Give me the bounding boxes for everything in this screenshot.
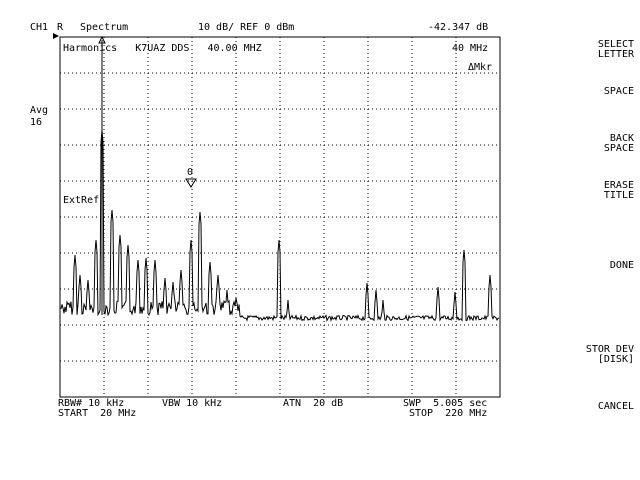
avg-count: 16	[30, 117, 43, 128]
softkey-stor-dev[interactable]: STOR DEV [DISK]	[534, 345, 634, 365]
softkey-select-letter[interactable]: SELECT LETTER	[534, 40, 634, 60]
rbw-label: RBW# 10 kHz	[58, 398, 125, 409]
marker-mode: ΔMkr	[468, 62, 493, 73]
swp-label: SWP 5.005 sec	[403, 398, 488, 409]
scale-ref-label: 10 dB/ REF 0 dBm	[198, 22, 295, 33]
channel-label: CH1	[30, 22, 49, 33]
mode-label: Spectrum	[80, 22, 129, 33]
softkey-label-1: CANCEL	[597, 401, 634, 412]
softkey-label-2: LETTER	[597, 49, 634, 60]
softkey-label-2: TITLE	[603, 190, 634, 201]
start-label: START 20 MHz	[58, 408, 137, 419]
atn-label: ATN 20 dB	[283, 398, 344, 409]
input-label: R	[57, 22, 64, 33]
softkey-label-2: SPACE	[603, 143, 634, 154]
softkey-space[interactable]: SPACE	[534, 87, 634, 97]
softkey-label-2: [DISK]	[597, 354, 634, 365]
softkey-back-space[interactable]: BACK SPACE	[534, 134, 634, 154]
softkey-label-1: DONE	[609, 260, 634, 271]
stop-label: STOP 220 MHz	[409, 408, 488, 419]
softkey-label-1: SPACE	[603, 86, 634, 97]
softkey-cancel[interactable]: CANCEL	[534, 402, 634, 412]
delta-marker-icon	[185, 178, 197, 188]
vbw-label: VBW 10 kHz	[162, 398, 223, 409]
delta-marker-label: 0	[187, 167, 194, 178]
marker-readout: -42.347 dB	[428, 22, 489, 33]
plot-frame	[59, 36, 501, 398]
plot-title: Harmonics K7UAZ DDS 40.00 MHZ	[63, 43, 262, 54]
softkey-label-1: STOR DEV	[585, 344, 634, 355]
softkey-done[interactable]: DONE	[534, 261, 634, 271]
avg-label: Avg	[30, 105, 49, 116]
softkey-label-1: ERASE	[603, 180, 634, 191]
spectrum-trace	[60, 129, 500, 323]
reference-marker-icon	[98, 35, 106, 44]
plot-grid	[60, 37, 500, 397]
softkey-label-1: SELECT	[597, 39, 634, 50]
softkey-erase-title[interactable]: ERASE TITLE	[534, 181, 634, 201]
marker-frequency: 40 MHz	[452, 43, 489, 54]
ext-ref-label: ExtRef	[63, 195, 100, 206]
active-channel-indicator-icon	[53, 33, 59, 39]
softkey-label-1: BACK	[609, 133, 634, 144]
